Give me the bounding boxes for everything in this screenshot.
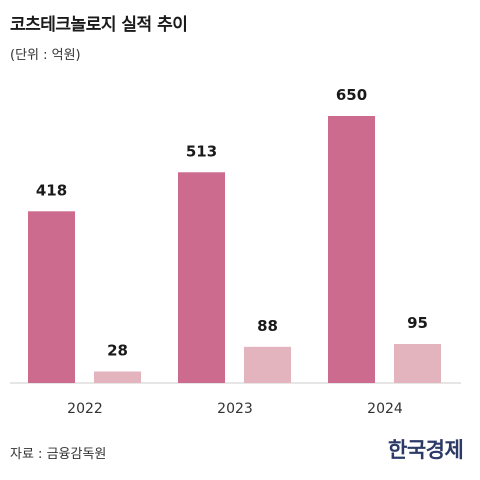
unit-label: (단위 : 억원) bbox=[10, 48, 81, 63]
hankyung-logo: 한국경제 bbox=[388, 437, 464, 462]
data-label-2022-series-2: 28 bbox=[107, 341, 128, 359]
bar-2024-series-1 bbox=[328, 116, 375, 383]
bar-2022-series-1 bbox=[28, 211, 75, 383]
bar-2023-series-1 bbox=[178, 172, 225, 383]
x-tick-label-2023: 2023 bbox=[217, 401, 253, 417]
bar-2023-series-2 bbox=[244, 346, 291, 383]
data-label-2022-series-1: 418 bbox=[36, 181, 67, 199]
x-tick-label-2022: 2022 bbox=[67, 401, 103, 417]
x-tick-label-2024: 2024 bbox=[367, 401, 403, 417]
data-label-2024-series-2: 95 bbox=[407, 314, 428, 332]
bar-2024-series-2 bbox=[394, 343, 441, 383]
data-label-2023-series-2: 88 bbox=[257, 317, 278, 335]
chart-title: 코츠테크놀로지 실적 추이 bbox=[10, 15, 188, 35]
data-label-2023-series-1: 513 bbox=[186, 142, 217, 160]
bar-2022-series-2 bbox=[94, 371, 141, 383]
source-note: 자료 : 금융감독원 bbox=[10, 447, 107, 462]
data-label-2024-series-1: 650 bbox=[336, 86, 367, 104]
